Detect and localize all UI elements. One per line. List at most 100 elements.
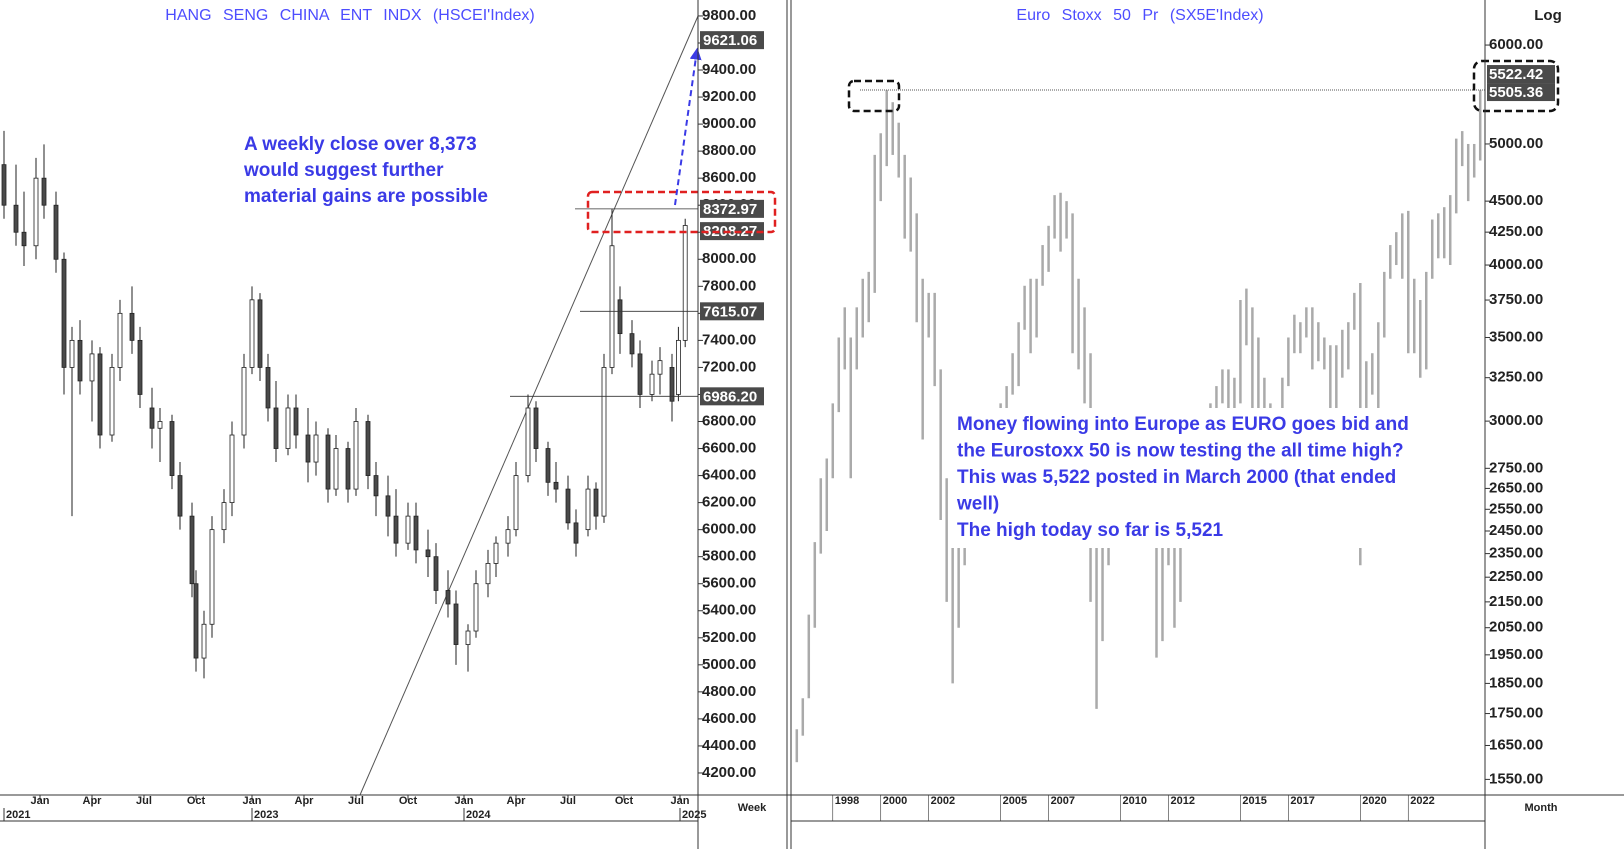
x-tick-label: 2012 [1170,795,1194,807]
x-tick-label: Jul [136,795,152,807]
candle-body [241,367,247,436]
level-box [700,31,764,50]
y-tick-label: 4800.00 [702,683,756,700]
y-tick-label: 6800.00 [702,412,756,429]
candle-body [117,312,123,368]
y-tick-label: 6600.00 [702,439,756,456]
x-tick-label: Jan [671,795,690,807]
candle-body [473,583,479,632]
y-tick-label: 6000.00 [1489,36,1543,53]
level-box [700,387,764,406]
x-tick-label: 2020 [1362,795,1386,807]
year-label: 2025 [682,809,706,821]
candle-body [385,495,391,517]
highlight-box [1472,59,1560,113]
candle-body [629,333,635,355]
y-tick-label: 8800.00 [702,142,756,159]
y-tick-label: 2350.00 [1489,545,1543,562]
candle-body [669,367,675,402]
candle-body [1,164,7,206]
level-label: 9621.06 [703,32,757,49]
candle-body [193,583,199,659]
level-label: 6986.20 [703,388,757,405]
candle-body [413,515,419,551]
level-label: 5505.36 [1489,84,1543,101]
candle-body [33,177,39,247]
candle-body [465,630,471,645]
candle-body [109,367,115,436]
y-tick-label: 7800.00 [702,277,756,294]
candle-body [265,367,271,409]
y-tick-label: 5200.00 [702,629,756,646]
annotation: the Eurostoxx 50 is now testing the all … [957,441,1404,462]
candle-body [149,407,155,429]
y-tick-label: 2050.00 [1489,619,1543,636]
annotation: would suggest further [243,160,444,181]
candle-body [229,434,235,504]
y-tick-label: 4400.00 [702,737,756,754]
candle-body [293,407,299,436]
y-tick-label: 3750.00 [1489,291,1543,308]
y-tick-label: 8600.00 [702,169,756,186]
candle-body [525,407,531,476]
x-tick-label: 2007 [1051,795,1075,807]
x-tick-label: Jan [31,795,50,807]
candle-body [649,373,655,395]
y-tick-label: 1650.00 [1489,736,1543,753]
candle-body [682,225,688,341]
candle-body [257,299,263,368]
year-label: 2024 [466,809,491,821]
x-tick-label: 2017 [1290,795,1314,807]
candle-body [249,299,255,368]
candle-body [69,339,75,368]
x-tick-label: 2010 [1123,795,1147,807]
candle-body [169,421,175,476]
y-tick-label: 2150.00 [1489,593,1543,610]
candle-body [189,515,195,585]
x-tick-label: Apr [83,795,103,807]
y-tick-label: 6400.00 [702,467,756,484]
y-tick-label: 4000.00 [1489,256,1543,273]
x-tick-label: Jan [455,795,474,807]
candle-body [405,515,411,544]
candle-body [21,231,27,247]
y-tick-label: 5400.00 [702,602,756,619]
trend-line [359,15,699,796]
y-tick-label: 1950.00 [1489,646,1543,663]
y-tick-label: 2750.00 [1489,459,1543,476]
y-tick-label: 1550.00 [1489,770,1543,787]
candle-body [533,407,539,449]
candle-body [373,475,379,497]
candle-body [61,258,67,368]
annotation: This was 5,522 posted in March 2000 (tha… [957,467,1396,488]
chart-title: HANG SENG CHINA ENT INDX (HSCEI'Index) [165,7,534,24]
candle-body [77,339,83,382]
candle-body [13,204,19,233]
y-tick-label: 2450.00 [1489,522,1543,539]
highlight-box [586,190,777,234]
y-tick-label: 6200.00 [702,494,756,511]
y-tick-label: 2650.00 [1489,479,1543,496]
year-label: 2023 [254,809,278,821]
level-box [1487,83,1555,102]
annotation: A weekly close over 8,373 [244,134,477,155]
x-tick-label: Jul [348,795,364,807]
annotation: well) [956,494,999,515]
candle-body [485,563,491,585]
chart-title: Euro Stoxx 50 Pr (SX5E'Index) [1016,7,1263,24]
x-tick-label: Jul [560,795,576,807]
x-tick-label: Apr [507,795,527,807]
y-tick-label: 3000.00 [1489,412,1543,429]
level-box [700,199,764,218]
candle-body [365,421,371,476]
candle-body [513,475,519,531]
hscei-panel: HANG SENG CHINA ENT INDX (HSCEI'Index) 98… [1,7,777,821]
x-tick-label: 2000 [883,795,907,807]
annotation: material gains are possible [244,186,488,207]
candle-body [209,529,215,625]
level-box [1487,65,1555,84]
candle-body [129,312,135,341]
candle-body [593,488,599,517]
y-tick-label: 9000.00 [702,115,756,132]
